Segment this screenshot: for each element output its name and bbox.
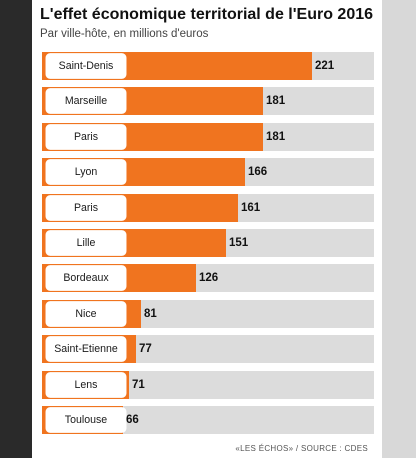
bar-row: Saint-Denis 221 xyxy=(42,52,374,80)
bar-row: Saint-Etienne 77 xyxy=(42,335,374,364)
value-label: 166 xyxy=(248,166,268,179)
value-label: 221 xyxy=(315,60,335,72)
category-label: Saint-Etienne xyxy=(45,336,127,363)
bar-row: Marseille 181 xyxy=(42,87,374,116)
category-label: Saint-Denis xyxy=(45,53,127,79)
bar-row: Lens 71 xyxy=(42,370,374,399)
background-left-sidebar xyxy=(0,0,32,458)
bar-chart: Saint-Denis 221 Marseille 181 Paris 181 Lyon 16… xyxy=(42,0,374,458)
background-right-column xyxy=(382,0,416,458)
category-label: Lille xyxy=(45,230,127,256)
bar-row: Bordeaux 126 xyxy=(42,264,374,293)
value-label: 151 xyxy=(229,237,249,249)
category-label: Paris xyxy=(45,123,127,150)
bar-row: Lille 151 xyxy=(42,229,374,257)
category-label: Bordeaux xyxy=(45,265,127,292)
bar-row: Paris 181 xyxy=(42,122,374,151)
value-label: 66 xyxy=(126,414,139,426)
category-label: Lyon xyxy=(45,159,127,186)
value-label: 71 xyxy=(132,378,145,391)
category-label: Nice xyxy=(45,300,127,327)
value-label: 77 xyxy=(139,343,152,356)
bar-row: Toulouse 66 xyxy=(42,406,374,434)
category-label: Toulouse xyxy=(45,407,127,433)
category-label: Paris xyxy=(45,194,127,221)
value-label: 181 xyxy=(266,95,286,108)
bar-row: Lyon 166 xyxy=(42,158,374,187)
category-label: Marseille xyxy=(45,88,127,115)
bar-row: Paris 161 xyxy=(42,193,374,222)
chart-card: L'effet économique territorial de l'Euro… xyxy=(34,0,382,458)
category-label: Lens xyxy=(45,371,127,398)
value-label: 181 xyxy=(266,130,286,143)
chart-source: «LES ÉCHOS» / SOURCE : CDES xyxy=(235,444,368,453)
value-label: 161 xyxy=(241,201,261,214)
bar-row: Nice 81 xyxy=(42,299,374,328)
chart-subtitle: Par ville-hôte, en millions d'euros xyxy=(40,28,209,40)
chart-title: L'effet économique territorial de l'Euro… xyxy=(40,6,374,23)
value-label: 81 xyxy=(144,307,157,320)
value-label: 126 xyxy=(199,272,219,285)
